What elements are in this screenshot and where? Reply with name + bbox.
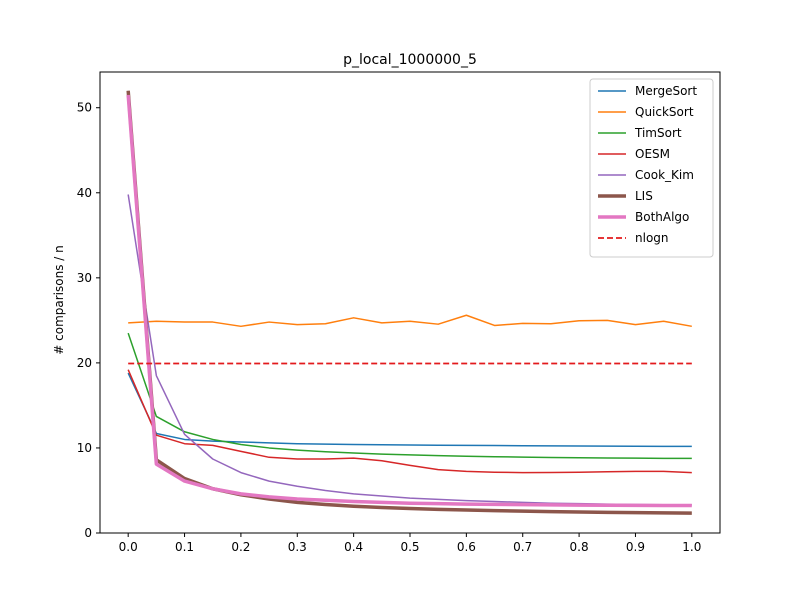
x-tick-label: 0.5 [400,540,419,554]
x-tick-label: 0.8 [570,540,589,554]
y-axis: 0 10 20 30 40 50 [77,101,100,540]
y-tick-label: 10 [77,441,92,455]
series-line-mergesort [127,372,692,448]
legend-label-timsort: TimSort [634,126,682,140]
series-line-timsort [127,332,692,460]
legend-label-quicksort: QuickSort [635,105,694,119]
y-tick-label: 0 [84,526,92,540]
y-axis-label: # comparisons / n [52,245,66,354]
y-tick-label: 20 [77,356,92,370]
legend-label-mergesort: MergeSort [635,84,697,98]
series-group [126,90,692,515]
y-tick-label: 30 [77,271,92,285]
x-tick-label: 0.7 [513,540,532,554]
x-tick-label: 0.6 [457,540,476,554]
legend-label-bothalgo: BothAlgo [635,210,689,224]
series-line-quicksort [128,314,692,328]
chart-title: p_local_1000000_5 [343,52,477,68]
legend: MergeSort QuickSort TimSort OESM Cook_Kim LIS… [589,78,714,258]
x-tick-label: 0.1 [175,540,194,554]
series-line-oesm [127,369,692,474]
x-tick-label: 1.0 [682,540,701,554]
x-axis: 0.0 0.1 0.2 0.3 0.4 0.5 0.6 0.7 0.8 0.9 1.0 [119,533,701,554]
x-tick-label: 0.3 [288,540,307,554]
x-tick-label: 0.9 [626,540,645,554]
y-tick-label: 40 [77,186,92,200]
legend-label-cook-kim: Cook_Kim [635,168,694,182]
x-tick-label: 0.0 [119,540,138,554]
series-line-bothalgo [126,94,692,508]
legend-box [589,78,714,258]
y-tick-label: 50 [77,101,92,115]
x-tick-label: 0.4 [344,540,363,554]
legend-label-lis: LIS [635,189,653,203]
legend-label-nlogn: nlogn [635,231,669,245]
legend-label-oesm: OESM [635,147,670,161]
x-tick-label: 0.2 [231,540,250,554]
